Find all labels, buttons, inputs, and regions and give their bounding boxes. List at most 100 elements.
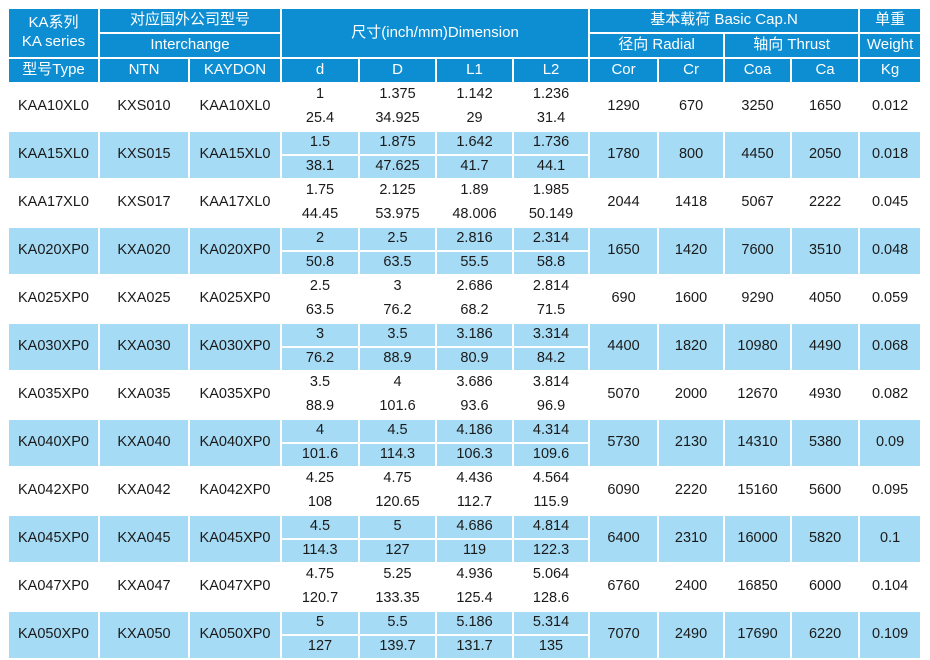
cell-kaydon: KA047XP0 xyxy=(187,562,283,612)
cell-D-mm: 47.625 xyxy=(358,154,438,180)
cell-kaydon: KAA15XL0 xyxy=(187,130,283,180)
cell-kaydon: KAA10XL0 xyxy=(187,82,283,132)
cell-coa: 10980 xyxy=(723,322,793,372)
cell-L2-inch: 2.314 xyxy=(512,226,591,252)
cell-d-inch: 3.5 xyxy=(280,370,361,396)
header-L2: L2 xyxy=(512,57,591,84)
cell-kg: 0.012 xyxy=(858,82,923,132)
cell-d-inch: 4 xyxy=(280,418,361,444)
cell-D-inch: 1.375 xyxy=(358,82,438,108)
cell-L1-inch: 1.642 xyxy=(435,130,515,156)
table-body: KAA10XL0 KXS010 KAA10XL0 1 1.375 1.142 1.236 12… xyxy=(7,82,923,660)
table-row: KAA17XL0 KXS017 KAA17XL0 1.75 2.125 1.89 1.985… xyxy=(7,178,923,228)
cell-D-inch: 5.5 xyxy=(358,610,438,636)
cell-cr: 2130 xyxy=(657,418,726,468)
cell-L2-inch: 1.985 xyxy=(512,178,591,204)
header-radial: 径向 Radial xyxy=(588,32,726,59)
cell-L1-inch: 1.89 xyxy=(435,178,515,204)
cell-L1-mm: 80.9 xyxy=(435,346,515,372)
cell-cor: 6760 xyxy=(588,562,660,612)
table-row: KAA15XL0 KXS015 KAA15XL0 1.5 1.875 1.642 1.736… xyxy=(7,130,923,180)
cell-kg: 0.082 xyxy=(858,370,923,420)
cell-D-mm: 76.2 xyxy=(358,298,438,324)
cell-L1-mm: 119 xyxy=(435,538,515,564)
cell-ntn: KXA030 xyxy=(98,322,190,372)
cell-D-inch: 2.125 xyxy=(358,178,438,204)
cell-L1-inch: 4.436 xyxy=(435,466,515,492)
cell-kg: 0.048 xyxy=(858,226,923,276)
header-ka-series-en: KA series xyxy=(21,33,86,50)
cell-D-inch: 4.75 xyxy=(358,466,438,492)
cell-cor: 1780 xyxy=(588,130,660,180)
cell-d-mm: 120.7 xyxy=(280,586,361,612)
header-ka-series: KA系列 KA series xyxy=(7,7,100,59)
cell-kg: 0.018 xyxy=(858,130,923,180)
cell-ca: 2222 xyxy=(790,178,861,228)
cell-cr: 670 xyxy=(657,82,726,132)
cell-L1-inch: 2.816 xyxy=(435,226,515,252)
cell-L1-mm: 68.2 xyxy=(435,298,515,324)
header-ka-series-zh: KA系列 xyxy=(28,14,79,32)
table-row-mm: 50.8 63.5 55.5 58.8 xyxy=(8,250,921,276)
cell-L2-mm: 96.9 xyxy=(512,394,591,420)
cell-kg: 0.045 xyxy=(858,178,923,228)
cell-cor: 4400 xyxy=(588,322,660,372)
cell-d-mm: 101.6 xyxy=(280,442,361,468)
cell-L2-inch: 4.314 xyxy=(512,418,591,444)
cell-L1-mm: 41.7 xyxy=(435,154,515,180)
cell-D-mm: 53.975 xyxy=(358,202,438,228)
cell-d-mm: 127 xyxy=(280,634,361,660)
cell-L1-inch: 3.186 xyxy=(435,322,515,348)
cell-L2-mm: 135 xyxy=(512,634,591,660)
cell-L1-mm: 29 xyxy=(435,106,515,132)
cell-L1-inch: 3.686 xyxy=(435,370,515,396)
cell-ntn: KXS015 xyxy=(98,130,190,180)
cell-ca: 4490 xyxy=(790,322,861,372)
cell-type: KAA10XL0 xyxy=(7,82,100,132)
cell-cr: 2000 xyxy=(657,370,726,420)
cell-d-inch: 5 xyxy=(280,610,361,636)
cell-D-mm: 133.35 xyxy=(358,586,438,612)
cell-d-inch: 1.5 xyxy=(280,130,361,156)
cell-type: KAA15XL0 xyxy=(7,130,100,180)
cell-ntn: KXA035 xyxy=(98,370,190,420)
cell-d-mm: 50.8 xyxy=(280,250,361,276)
cell-L2-inch: 5.064 xyxy=(512,562,591,588)
header-ntn: NTN xyxy=(98,57,190,84)
table-row-mm: 120.7 133.35 125.4 128.6 xyxy=(8,586,921,612)
cell-d-inch: 2.5 xyxy=(280,274,361,300)
cell-kaydon: KA025XP0 xyxy=(187,274,283,324)
table-row-mm: 38.1 47.625 41.7 44.1 xyxy=(8,154,921,180)
cell-L1-inch: 1.142 xyxy=(435,82,515,108)
cell-ca: 6220 xyxy=(790,610,861,660)
cell-d-mm: 38.1 xyxy=(280,154,361,180)
table-row: KA042XP0 KXA042 KA042XP0 4.25 4.75 4.436 4.564… xyxy=(7,466,923,516)
header-kg: Kg xyxy=(858,57,923,84)
header-basic-cap: 基本载荷 Basic Cap.N xyxy=(588,7,861,34)
cell-D-mm: 34.925 xyxy=(358,106,438,132)
cell-kg: 0.1 xyxy=(858,514,923,564)
cell-coa: 9290 xyxy=(723,274,793,324)
header-coa: Coa xyxy=(723,57,793,84)
cell-D-inch: 3 xyxy=(358,274,438,300)
cell-L1-inch: 4.936 xyxy=(435,562,515,588)
cell-kg: 0.104 xyxy=(858,562,923,612)
cell-L1-mm: 48.006 xyxy=(435,202,515,228)
cell-L2-mm: 122.3 xyxy=(512,538,591,564)
cell-L1-mm: 125.4 xyxy=(435,586,515,612)
table-row: KA047XP0 KXA047 KA047XP0 4.75 5.25 4.936 5.064… xyxy=(7,562,923,612)
table-row: KA025XP0 KXA025 KA025XP0 2.5 3 2.686 2.814 690 1… xyxy=(7,274,923,324)
cell-L1-inch: 4.686 xyxy=(435,514,515,540)
header-interchange-zh: 对应国外公司型号 xyxy=(97,7,283,34)
cell-D-inch: 1.875 xyxy=(358,130,438,156)
cell-d-inch: 2 xyxy=(280,226,361,252)
cell-ntn: KXS010 xyxy=(98,82,190,132)
cell-ca: 4930 xyxy=(790,370,861,420)
cell-L2-mm: 115.9 xyxy=(512,490,591,516)
cell-coa: 4450 xyxy=(723,130,793,180)
cell-ntn: KXA020 xyxy=(98,226,190,276)
table-row-mm: 108 120.65 112.7 115.9 xyxy=(8,490,921,516)
header-type: 型号Type xyxy=(7,57,100,84)
cell-type: KAA17XL0 xyxy=(7,178,100,228)
cell-coa: 5067 xyxy=(723,178,793,228)
